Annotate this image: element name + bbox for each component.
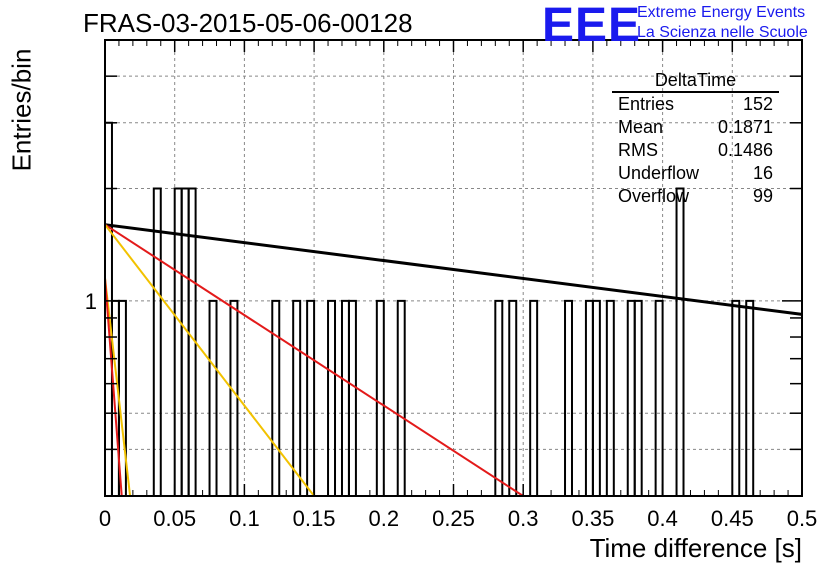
stats-row-underflow: Underflow 16 xyxy=(612,162,779,185)
histogram-bin xyxy=(327,299,337,496)
histogram-bin xyxy=(292,299,302,496)
histogram-bin xyxy=(675,187,685,496)
histogram-bin xyxy=(529,299,539,496)
stats-row-overflow: Overflow 99 xyxy=(612,185,779,208)
histogram-bin xyxy=(654,299,664,496)
stats-label: Mean xyxy=(618,117,664,137)
histogram-bin xyxy=(508,299,518,496)
x-tick-label: 0.05 xyxy=(153,506,196,531)
histogram-bin xyxy=(271,299,281,496)
histogram-bin xyxy=(745,299,755,496)
histogram-bin xyxy=(340,299,350,496)
run-title: FRAS-03-2015-05-06-00128 xyxy=(83,8,413,38)
fit-curve xyxy=(104,223,803,316)
x-tick-label: 0.45 xyxy=(711,506,754,531)
stats-label: Underflow xyxy=(618,163,700,183)
stats-title: DeltaTime xyxy=(612,70,779,93)
eee-logo: EEE xyxy=(542,0,642,52)
x-tick-label: 0 xyxy=(99,506,111,531)
y-axis-label: Entries/bin xyxy=(6,48,37,172)
logo-subtitle-1: Extreme Energy Events xyxy=(637,4,806,21)
histogram-bin xyxy=(584,299,594,496)
stats-row-entries: Entries 152 xyxy=(612,93,779,116)
y-axis-label-wrap: Entries/bin xyxy=(5,40,39,180)
x-tick-label: 0.1 xyxy=(229,506,260,531)
histogram-bin xyxy=(731,299,741,496)
histogram-bin xyxy=(396,299,406,496)
fit-curve xyxy=(104,223,524,497)
stats-label: RMS xyxy=(618,140,658,160)
histogram-bin xyxy=(229,299,239,496)
histogram-bin xyxy=(564,299,573,496)
histogram-bin xyxy=(605,299,615,496)
histogram-bin xyxy=(494,299,504,496)
logo-subtitle-2: La Scienza nelle Scuole xyxy=(637,24,808,41)
stats-value: 16 xyxy=(752,163,773,183)
fit-curve xyxy=(104,224,315,497)
histogram-bin xyxy=(633,299,643,496)
x-tick-label: 0.35 xyxy=(571,506,614,531)
histogram-bin xyxy=(591,299,601,496)
stats-label: Entries xyxy=(618,94,675,114)
stats-value: 99 xyxy=(752,186,773,206)
stats-box: DeltaTime Entries 152 Mean 0.1871 RMS 0.… xyxy=(612,70,779,208)
x-tick-label: 0.3 xyxy=(508,506,539,531)
stats-row-rms: RMS 0.1486 xyxy=(612,139,779,162)
x-axis-label: Time difference [s] xyxy=(589,533,802,563)
x-tick-label: 0.4 xyxy=(647,506,678,531)
stats-value: 0.1871 xyxy=(717,117,773,137)
histogram-bin xyxy=(347,299,357,496)
stats-value: 152 xyxy=(742,94,773,114)
histogram-bin xyxy=(375,299,385,496)
stats-row-mean: Mean 0.1871 xyxy=(612,116,779,139)
x-tick-label: 0.5 xyxy=(787,506,818,531)
x-tick-label: 0.25 xyxy=(432,506,475,531)
histogram-bin xyxy=(208,299,218,496)
histogram-bin xyxy=(306,299,316,496)
x-tick-label: 0.2 xyxy=(369,506,400,531)
x-tick-label: 0.15 xyxy=(293,506,336,531)
stats-label: Overflow xyxy=(618,186,690,206)
y-tick-label: 1 xyxy=(85,289,97,314)
stats-value: 0.1486 xyxy=(717,140,773,160)
fit-curve xyxy=(104,278,132,497)
fit-curve xyxy=(104,278,123,497)
histogram-bin xyxy=(152,187,162,496)
histogram-bin xyxy=(626,299,636,496)
